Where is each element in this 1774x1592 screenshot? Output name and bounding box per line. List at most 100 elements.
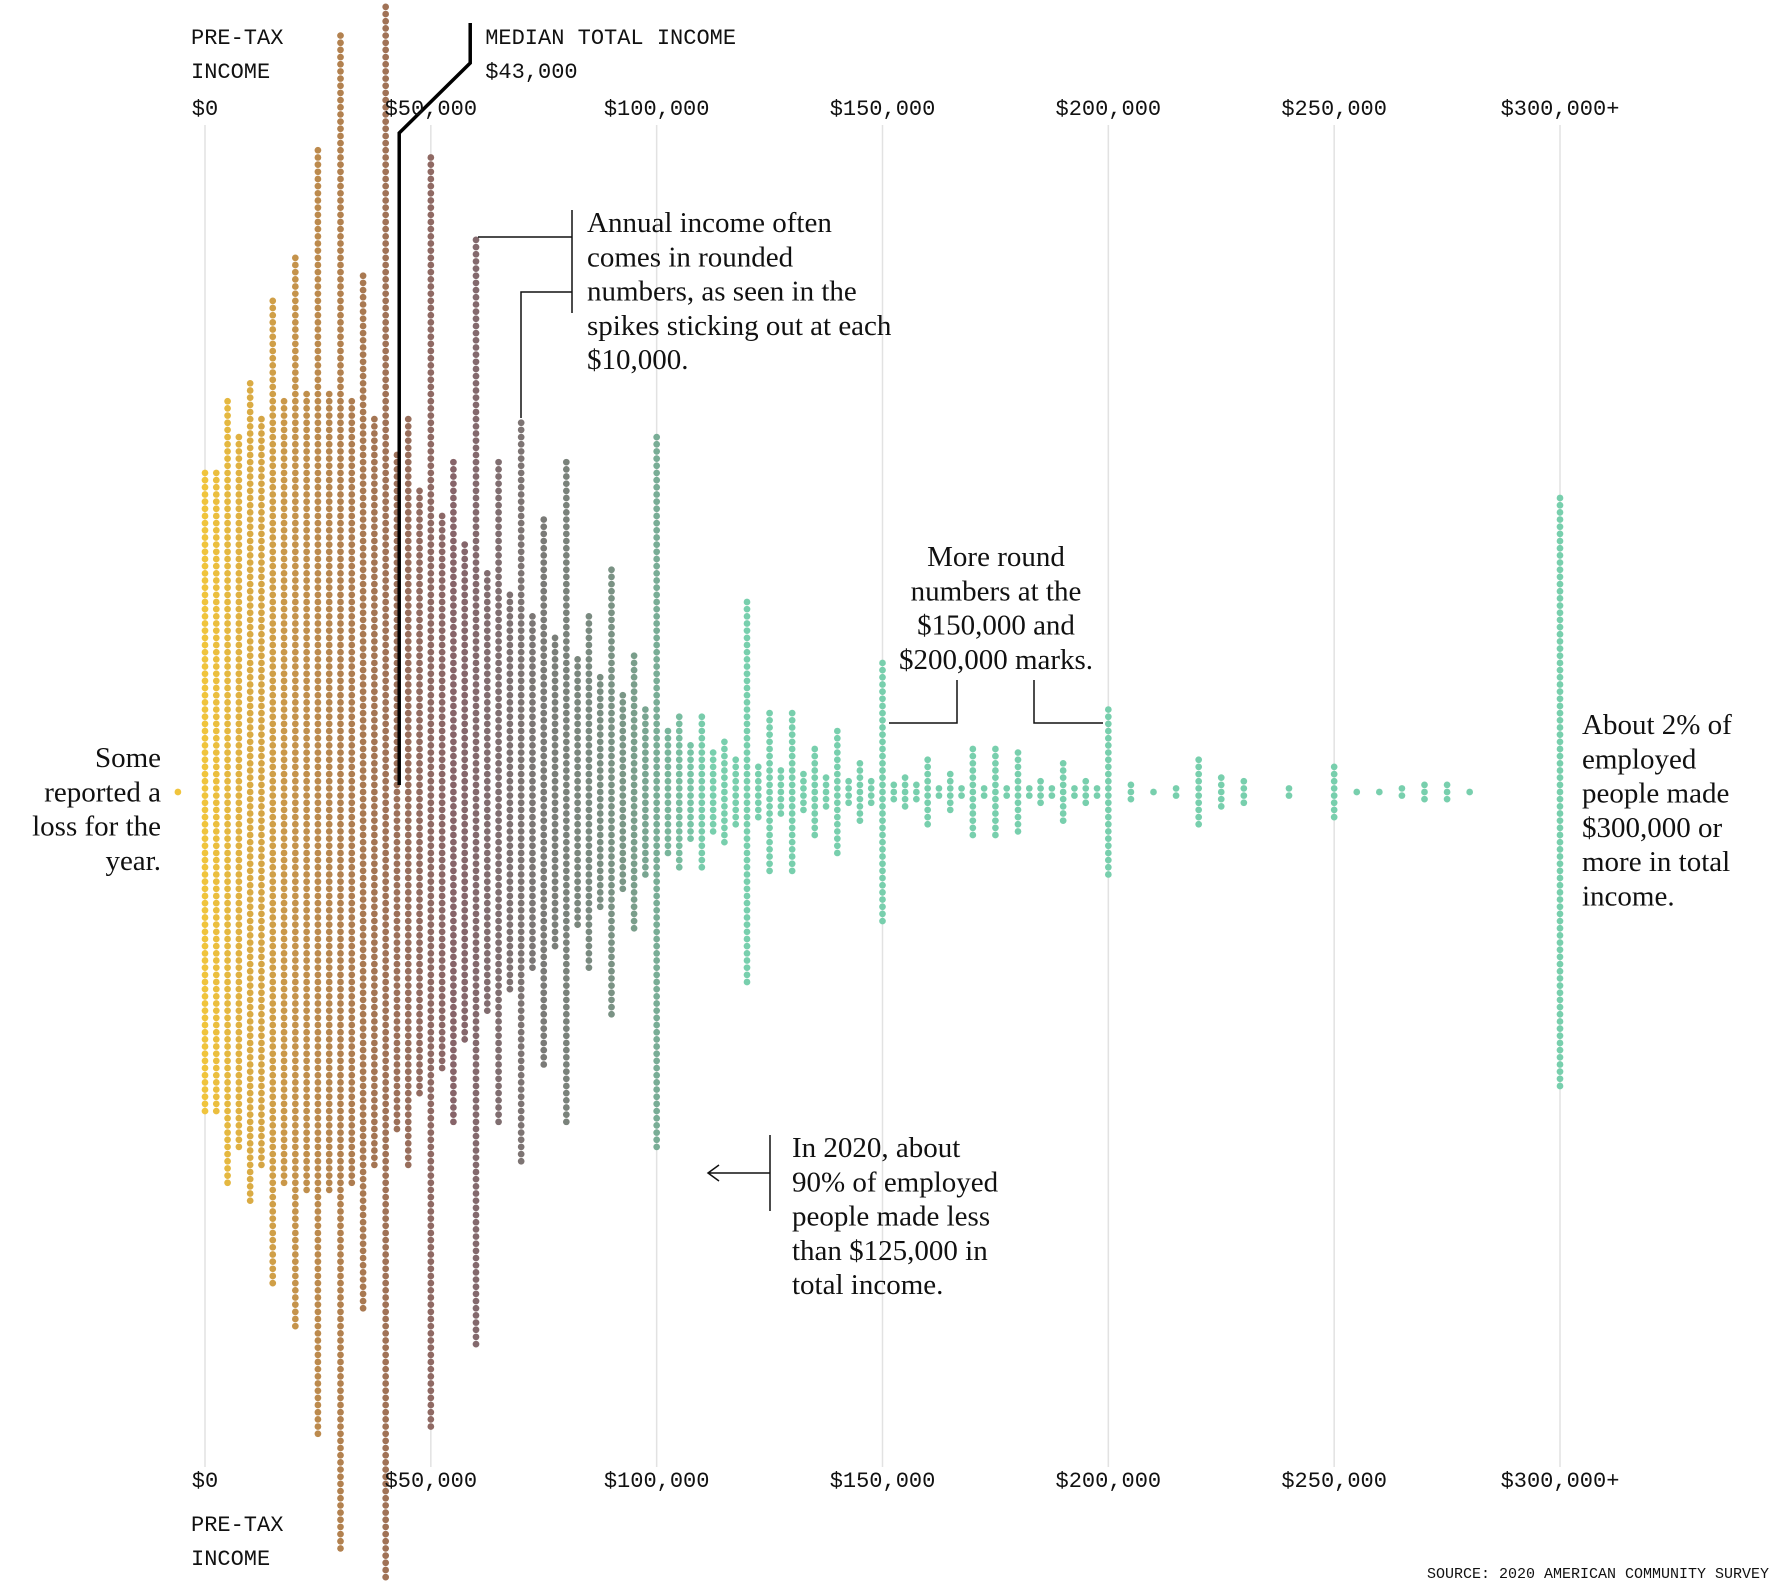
dot bbox=[450, 602, 457, 609]
dot bbox=[337, 1172, 344, 1179]
dot bbox=[359, 975, 367, 982]
dot bbox=[788, 716, 796, 724]
dot bbox=[404, 1147, 412, 1154]
dot bbox=[416, 860, 423, 868]
dot bbox=[529, 863, 536, 871]
dot bbox=[506, 684, 514, 692]
dot bbox=[359, 293, 367, 301]
dot bbox=[291, 1258, 299, 1265]
dot bbox=[642, 749, 649, 756]
dot bbox=[393, 860, 401, 868]
dot bbox=[404, 846, 412, 853]
dot bbox=[517, 627, 525, 635]
dot bbox=[766, 767, 773, 774]
dot bbox=[224, 1071, 231, 1079]
dot bbox=[856, 817, 864, 825]
dot bbox=[201, 899, 209, 907]
dot bbox=[348, 648, 356, 656]
dot bbox=[337, 1286, 344, 1294]
dot bbox=[280, 1057, 288, 1065]
dot bbox=[337, 555, 344, 563]
dot bbox=[450, 889, 457, 896]
dot bbox=[280, 1129, 288, 1136]
dot bbox=[235, 1079, 243, 1086]
dot-column bbox=[743, 598, 751, 986]
dot bbox=[393, 924, 401, 932]
dot bbox=[472, 688, 480, 695]
dot bbox=[359, 573, 367, 581]
dot bbox=[506, 813, 514, 821]
dot bbox=[461, 612, 469, 620]
dot bbox=[371, 1010, 378, 1018]
dot bbox=[427, 383, 435, 391]
dot bbox=[348, 1114, 356, 1122]
dot bbox=[585, 949, 593, 957]
dot bbox=[359, 724, 367, 731]
dot bbox=[269, 448, 277, 455]
dot bbox=[427, 1358, 435, 1366]
dot bbox=[1330, 799, 1338, 807]
dot bbox=[472, 702, 480, 710]
dot bbox=[382, 1502, 390, 1509]
dot bbox=[280, 1136, 288, 1144]
dot bbox=[427, 949, 435, 957]
dot bbox=[472, 738, 480, 746]
dot bbox=[337, 383, 344, 391]
dot bbox=[517, 426, 525, 434]
dot bbox=[483, 648, 491, 656]
dot bbox=[382, 1301, 390, 1309]
dot bbox=[348, 584, 356, 592]
dot bbox=[495, 537, 502, 545]
dot bbox=[246, 874, 254, 882]
dot bbox=[472, 1326, 480, 1334]
dot bbox=[992, 745, 999, 753]
dot bbox=[359, 1096, 367, 1104]
dot bbox=[337, 942, 344, 950]
dot bbox=[291, 677, 299, 685]
dot bbox=[461, 591, 469, 599]
dot bbox=[427, 1337, 435, 1344]
dot bbox=[664, 756, 672, 764]
dot bbox=[382, 1265, 390, 1273]
dot bbox=[337, 663, 344, 670]
dot bbox=[337, 992, 344, 1000]
dot bbox=[529, 756, 536, 764]
dot bbox=[201, 505, 209, 513]
dot bbox=[483, 691, 491, 699]
dot bbox=[574, 763, 581, 771]
dot bbox=[280, 440, 288, 448]
dot bbox=[495, 638, 502, 645]
dot bbox=[472, 630, 480, 638]
dot bbox=[517, 534, 525, 541]
dot bbox=[291, 1021, 299, 1029]
dot bbox=[337, 211, 344, 219]
dot bbox=[314, 928, 322, 936]
dot bbox=[506, 620, 514, 627]
dot bbox=[359, 860, 367, 868]
dot bbox=[472, 881, 480, 889]
dot bbox=[382, 1057, 390, 1065]
dot-column bbox=[1048, 785, 1056, 799]
dot bbox=[280, 842, 288, 850]
dot bbox=[314, 1337, 322, 1344]
dot bbox=[416, 638, 423, 645]
dot bbox=[517, 605, 525, 613]
dot bbox=[337, 397, 344, 405]
dot bbox=[754, 777, 762, 785]
dot bbox=[642, 806, 649, 814]
dot bbox=[325, 921, 333, 928]
dot bbox=[325, 1093, 333, 1101]
dot bbox=[212, 519, 220, 527]
dot bbox=[450, 681, 457, 688]
dot bbox=[291, 261, 299, 269]
annotation: total income. bbox=[792, 1269, 943, 1301]
dot bbox=[258, 595, 265, 602]
dot bbox=[337, 892, 344, 900]
dot bbox=[337, 512, 344, 520]
dot bbox=[529, 634, 536, 642]
dot bbox=[235, 842, 243, 850]
dot bbox=[269, 856, 277, 864]
dot bbox=[404, 867, 412, 875]
dot bbox=[212, 1071, 220, 1079]
dot bbox=[371, 853, 378, 860]
